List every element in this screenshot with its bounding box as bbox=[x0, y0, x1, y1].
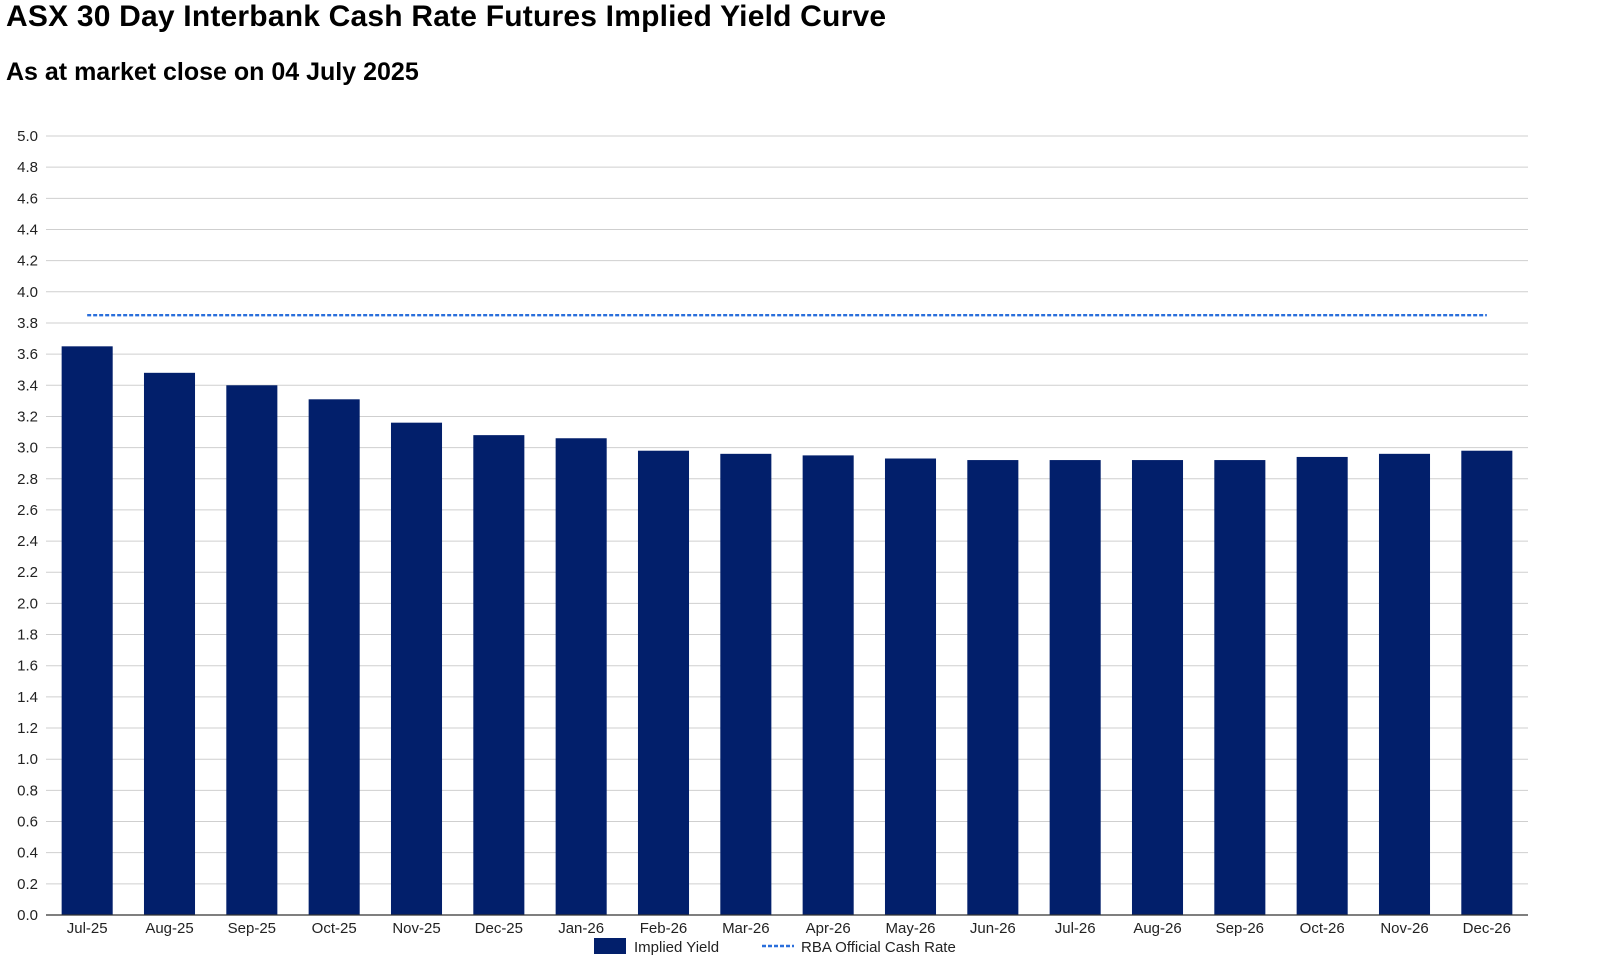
bar-jun-26 bbox=[967, 460, 1019, 915]
y-tick-label: 2.4 bbox=[17, 533, 38, 550]
implied-yield-bars bbox=[61, 346, 1513, 916]
legend-label-cash-rate: RBA Official Cash Rate bbox=[801, 939, 956, 956]
x-tick-label: May-26 bbox=[885, 920, 935, 937]
bar-dec-25 bbox=[473, 435, 525, 915]
bar-apr-26 bbox=[802, 455, 854, 915]
x-tick-label: Nov-25 bbox=[392, 920, 440, 937]
x-tick-label: Jun-26 bbox=[970, 920, 1016, 937]
y-tick-label: 1.4 bbox=[17, 689, 38, 706]
x-axis-ticks: Jul-25 Aug-25 Sep-25 Oct-25 Nov-25 Dec-25 Jan-… bbox=[67, 920, 1511, 937]
bar-mar-26 bbox=[720, 453, 772, 915]
y-tick-label: 4.2 bbox=[17, 253, 38, 270]
y-tick-label: 5.0 bbox=[17, 128, 38, 145]
x-tick-label: Oct-25 bbox=[312, 920, 357, 937]
bar-oct-26 bbox=[1296, 456, 1348, 915]
grid-lines bbox=[46, 135, 1528, 885]
y-tick-label: 3.4 bbox=[17, 377, 38, 394]
y-tick-label: 2.8 bbox=[17, 471, 38, 488]
x-tick-label: Aug-25 bbox=[145, 920, 193, 937]
bar-dec-26 bbox=[1461, 450, 1513, 915]
x-tick-label: Dec-25 bbox=[475, 920, 523, 937]
bar-aug-25 bbox=[143, 372, 196, 915]
y-tick-label: 0.6 bbox=[17, 814, 38, 831]
x-tick-label: Aug-26 bbox=[1133, 920, 1181, 937]
x-tick-label: Jul-25 bbox=[67, 920, 108, 937]
y-tick-label: 2.2 bbox=[17, 564, 38, 581]
legend: Implied Yield RBA Official Cash Rate bbox=[594, 938, 956, 956]
bar-sep-26 bbox=[1214, 460, 1266, 915]
x-tick-label: Mar-26 bbox=[722, 920, 770, 937]
bar-nov-26 bbox=[1378, 453, 1431, 915]
bar-nov-25 bbox=[390, 422, 443, 915]
x-tick-label: Apr-26 bbox=[806, 920, 851, 937]
bar-aug-26 bbox=[1131, 460, 1184, 915]
x-tick-label: Sep-26 bbox=[1216, 920, 1264, 937]
y-tick-label: 3.0 bbox=[17, 440, 38, 457]
y-tick-label: 1.8 bbox=[17, 627, 38, 644]
y-tick-label: 2.6 bbox=[17, 502, 38, 519]
y-tick-label: 4.0 bbox=[17, 284, 38, 301]
y-tick-label: 4.8 bbox=[17, 159, 38, 176]
y-tick-label: 1.0 bbox=[17, 751, 38, 768]
x-tick-label: Dec-26 bbox=[1463, 920, 1511, 937]
bar-sep-25 bbox=[226, 385, 278, 915]
x-tick-label: Feb-26 bbox=[640, 920, 688, 937]
y-tick-label: 0.2 bbox=[17, 876, 38, 893]
y-tick-label: 0.4 bbox=[17, 845, 38, 862]
y-tick-label: 4.6 bbox=[17, 190, 38, 207]
bar-jul-25 bbox=[61, 346, 113, 916]
legend-swatch-implied-yield bbox=[594, 938, 626, 954]
x-tick-label: Sep-25 bbox=[228, 920, 276, 937]
y-axis-ticks: 0.0 0.2 0.4 0.6 0.8 1.0 1.2 1.4 1.6 1.8 2.0 2.2 2.4 2… bbox=[17, 128, 38, 924]
y-tick-label: 1.6 bbox=[17, 658, 38, 675]
bar-may-26 bbox=[884, 458, 937, 915]
bar-feb-26 bbox=[637, 450, 690, 915]
y-tick-label: 3.2 bbox=[17, 408, 38, 425]
chart-title: ASX 30 Day Interbank Cash Rate Futures I… bbox=[6, 0, 887, 33]
x-tick-label: Jul-26 bbox=[1055, 920, 1096, 937]
chart-subtitle: As at market close on 04 July 2025 bbox=[6, 58, 419, 86]
y-tick-label: 3.6 bbox=[17, 346, 38, 363]
bar-jul-26 bbox=[1049, 460, 1101, 915]
x-tick-label: Oct-26 bbox=[1300, 920, 1345, 937]
x-tick-label: Jan-26 bbox=[558, 920, 604, 937]
y-tick-label: 3.8 bbox=[17, 315, 38, 332]
y-tick-label: 2.0 bbox=[17, 595, 38, 612]
x-tick-label: Nov-26 bbox=[1380, 920, 1428, 937]
y-tick-label: 4.4 bbox=[17, 221, 38, 238]
bar-jan-26 bbox=[555, 438, 607, 915]
legend-label-implied-yield: Implied Yield bbox=[634, 939, 719, 956]
bar-oct-25 bbox=[308, 399, 360, 915]
y-tick-label: 0.0 bbox=[17, 907, 38, 924]
y-tick-label: 0.8 bbox=[17, 782, 38, 799]
y-tick-label: 1.2 bbox=[17, 720, 38, 737]
